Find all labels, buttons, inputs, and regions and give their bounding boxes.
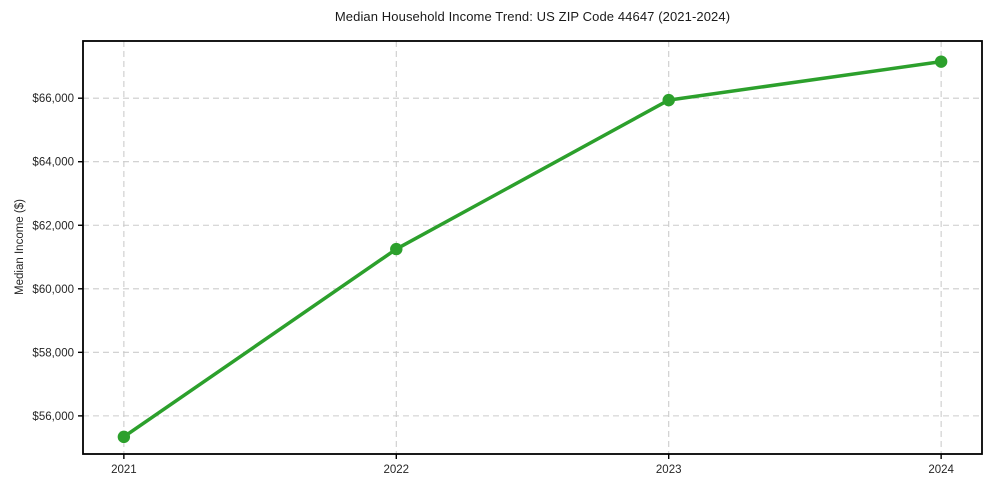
y-tick-label: $60,000: [32, 284, 74, 296]
data-point-marker: [934, 55, 948, 68]
y-tick-label: $66,000: [32, 93, 74, 105]
trend-line: [122, 59, 943, 439]
y-tick-label: $62,000: [32, 220, 74, 232]
chart-title: Median Household Income Trend: US ZIP Co…: [334, 9, 731, 24]
data-point-marker: [117, 430, 131, 444]
x-tick-label: 2024: [928, 464, 954, 476]
y-tick-label: $58,000: [32, 347, 74, 359]
x-tick-label: 2021: [111, 464, 137, 476]
data-point-marker: [390, 242, 403, 256]
y-tick-label: $64,000: [32, 157, 74, 169]
plot-border: [82, 40, 983, 455]
y-tick-label: $56,000: [32, 411, 74, 423]
y-axis-label: Median Income ($): [14, 199, 26, 295]
x-tick-label: 2023: [656, 464, 682, 476]
data-point-marker: [662, 93, 675, 107]
x-tick-label: 2022: [383, 464, 409, 476]
